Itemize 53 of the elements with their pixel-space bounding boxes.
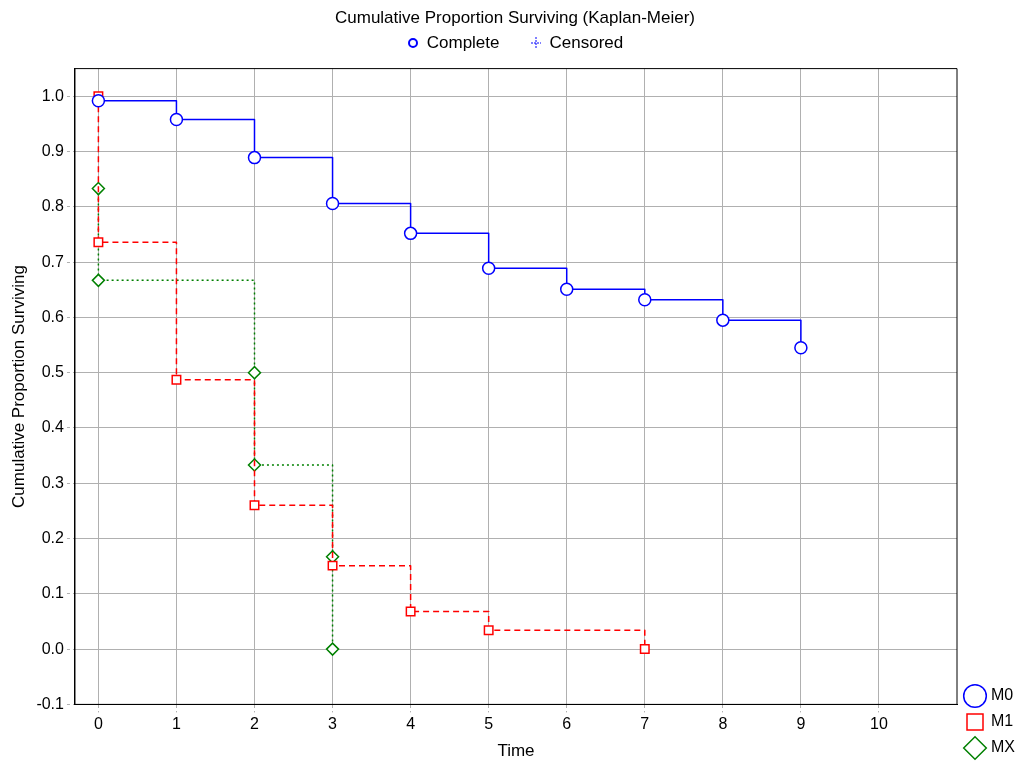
point: [169, 112, 184, 127]
y-axis-title: Cumulative Proportion Surviving: [8, 265, 28, 508]
x-tick-label: 4: [406, 715, 416, 733]
x-tick-label: 9: [796, 715, 806, 733]
x-tick-label: 8: [718, 715, 728, 733]
point: [559, 282, 574, 296]
point: [91, 93, 106, 108]
y-tick-label: 0.7: [41, 252, 65, 270]
legend-label: M1: [991, 712, 1014, 730]
point: [247, 458, 262, 472]
point: [325, 196, 340, 211]
point: [247, 150, 262, 165]
point: [716, 313, 730, 327]
point: [794, 341, 808, 355]
text: Complete: [426, 33, 500, 53]
y-tick-label: -0.1: [36, 694, 65, 712]
y-tick-label: 1.0: [41, 86, 65, 104]
y-tick-label: 0.6: [41, 307, 65, 325]
point: [327, 560, 338, 571]
point: [638, 292, 652, 307]
point: [325, 642, 340, 656]
y-tick-label: 0.2: [41, 528, 65, 546]
legend-label: MX: [991, 738, 1016, 756]
chart-title: Cumulative Proportion Surviving (Kaplan-Meier): [334, 7, 696, 29]
point: [249, 500, 260, 511]
x-tick-label: 6: [562, 715, 572, 733]
x-tick-label: 3: [328, 715, 338, 733]
y-tick-label: 0.0: [41, 639, 65, 657]
y-tick-label: 0.9: [41, 141, 65, 159]
point: [171, 374, 182, 385]
point: [93, 237, 104, 248]
point: [247, 365, 262, 380]
x-tick-label: 10: [870, 715, 888, 733]
point: [403, 226, 418, 241]
x-tick-label: 1: [171, 715, 181, 733]
legend-label: M0: [991, 686, 1014, 704]
x-tick-label: 2: [250, 715, 260, 733]
x-tick-label: 0: [93, 715, 103, 733]
point: [639, 644, 650, 655]
x-tick-label: 5: [484, 715, 494, 733]
point: [91, 273, 106, 288]
point: [481, 261, 496, 275]
y-tick-label: 0.3: [41, 473, 65, 491]
y-tick-label: 0.8: [41, 197, 65, 215]
point: [405, 606, 416, 617]
y-tick-label: 0.5: [41, 363, 65, 381]
y-tick-label: 0.1: [41, 584, 65, 602]
point: [483, 625, 494, 636]
x-axis-title: Time: [497, 741, 535, 761]
x-tick-label: 7: [640, 715, 650, 733]
y-tick-label: 0.4: [41, 418, 65, 436]
point: [91, 181, 106, 196]
text: Censored: [549, 33, 624, 53]
